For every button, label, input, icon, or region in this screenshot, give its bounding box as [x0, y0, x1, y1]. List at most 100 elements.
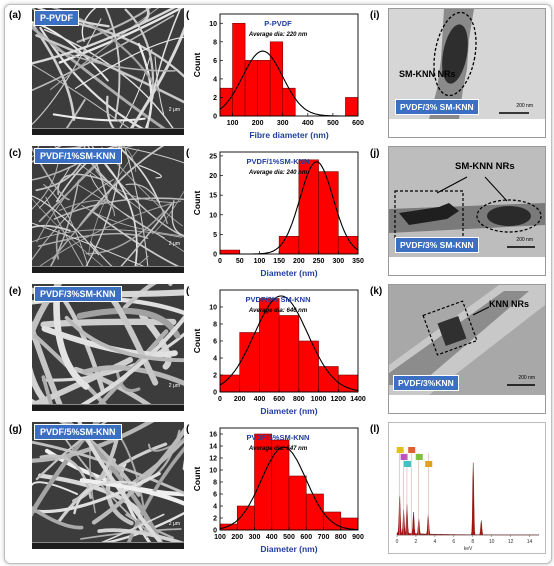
x-tick-label: 400 [302, 120, 314, 127]
fiber [32, 229, 183, 243]
panel-label-i: (i) [370, 10, 380, 21]
fiber [122, 146, 137, 172]
element-marker-tag [396, 447, 404, 453]
scale-bar-j: 200 nm [516, 237, 533, 243]
y-tick-label: 0 [213, 528, 217, 535]
fiber [32, 21, 76, 121]
eds-panel-l: 0 2 4 6 8 10 12 14 keV [388, 422, 546, 554]
fiber [77, 146, 129, 202]
x-tick-label: 0 [218, 396, 222, 403]
sem-info-strip-a [32, 128, 184, 135]
scale-bar-c: 2 μm [168, 241, 180, 247]
fiber [32, 146, 70, 201]
y-tick-label: 6 [213, 339, 217, 346]
x-axis-label: Diameter (nm) [260, 544, 317, 554]
fiber [81, 204, 184, 237]
fiber [125, 183, 168, 224]
chart-title: P-PVDF [264, 19, 292, 28]
fiber [58, 8, 184, 64]
eds-x-tick-label: 8 [471, 539, 474, 545]
histogram-bar [269, 41, 284, 117]
element-marker-tag [400, 454, 408, 460]
y-tick-label: 10 [209, 305, 217, 312]
sample-badge-a: P-PVDF [34, 10, 80, 26]
fiber [58, 200, 116, 217]
histogram-bar [323, 511, 342, 531]
tem-image-i: SM-KNN NRs PVDF/3% SM-KNN 200 nm [388, 8, 546, 138]
panel-label-g: (g) [9, 424, 22, 435]
fiber [52, 196, 109, 260]
fiber [74, 36, 184, 90]
x-tick-label: 250 [313, 258, 325, 265]
fiber [116, 146, 161, 204]
sample-badge-c: PVDF/1%SM-KNN [34, 148, 122, 164]
sample-badge-i: PVDF/3% SM-KNN [395, 99, 479, 115]
average-diameter-annotation: Average dia: 220 nm [248, 32, 308, 38]
y-tick-label: 4 [213, 356, 217, 363]
sem-info-strip-c [32, 266, 184, 273]
fiber-network-g [32, 422, 184, 549]
fiber [79, 478, 184, 506]
x-tick-label: 200 [231, 534, 243, 541]
x-axis-label: Diameter (nm) [260, 406, 317, 416]
y-tick-label: 0 [213, 114, 217, 121]
scale-bar-e: 2 μm [168, 383, 180, 389]
average-diameter-annotation: Average dia: 240 nm [248, 170, 308, 176]
y-tick-label: 16 [209, 432, 217, 439]
fiber [32, 320, 66, 411]
tem-footer-j [389, 257, 545, 275]
x-tick-label: 500 [283, 534, 295, 541]
histogram-d: 0 50 100 150 200 250 300 350 0 5 10 15 20 25 Diameter … [190, 146, 366, 282]
y-tick-label: 2 [213, 95, 217, 102]
tem-image-k: KNN NRs PVDF/3%KNN 200 nm [388, 284, 546, 414]
y-axis-label: Count [192, 53, 202, 78]
fiber [105, 164, 138, 273]
fiber [124, 8, 155, 100]
y-tick-label: 20 [209, 173, 217, 180]
fiber [49, 8, 160, 91]
histogram-bar [239, 332, 260, 393]
fiber [81, 8, 97, 42]
y-axis-label: Count [192, 329, 202, 354]
fiber [171, 200, 184, 237]
x-tick-label: 300 [332, 258, 344, 265]
sem-image-g: PVDF/5%SM-KNN 2 μm [32, 422, 184, 549]
x-tick-label: 1400 [350, 396, 366, 403]
fiber [32, 161, 81, 181]
y-axis-label: Count [192, 467, 202, 492]
eds-x-tick-label: 0 [396, 539, 399, 545]
scale-bar-a: 2 μm [168, 107, 180, 113]
histogram-bar [305, 493, 324, 531]
chart-title: PVDF/1%SM-KNN [247, 157, 310, 166]
sem-info-strip-g [32, 542, 184, 549]
y-tick-label: 8 [213, 480, 217, 487]
fiber [91, 427, 184, 525]
plot-frame [219, 13, 359, 117]
fiber [152, 190, 184, 235]
x-tick-label: 200 [234, 396, 246, 403]
y-tick-label: 4 [213, 504, 217, 511]
x-tick-label: 100 [254, 258, 266, 265]
sem-image-a: P-PVDF 2 μm [32, 8, 184, 135]
panel-label-k: (k) [370, 286, 383, 297]
x-tick-label: 300 [249, 534, 261, 541]
fiber [154, 56, 165, 115]
panel-label-l: (l) [370, 424, 380, 435]
y-tick-label: 0 [213, 252, 217, 259]
tem-footer-k [389, 395, 545, 413]
y-tick-label: 6 [213, 58, 217, 65]
sem-image-e: PVDF/3%SM-KNN 2 μm [32, 284, 184, 411]
fiber [32, 146, 63, 163]
y-tick-label: 14 [209, 444, 217, 451]
fiber [43, 28, 179, 135]
x-tick-label: 1000 [311, 396, 327, 403]
scale-bar-g: 2 μm [168, 521, 180, 527]
x-axis-label: Fibre diameter (nm) [249, 130, 329, 140]
histogram-bar [288, 475, 307, 531]
fiber [139, 8, 150, 25]
y-tick-label: 15 [209, 193, 217, 200]
fiber-network-c [32, 146, 184, 273]
y-tick-label: 12 [209, 456, 217, 463]
eds-x-tick-label: 14 [527, 539, 533, 545]
fiber [125, 255, 149, 273]
